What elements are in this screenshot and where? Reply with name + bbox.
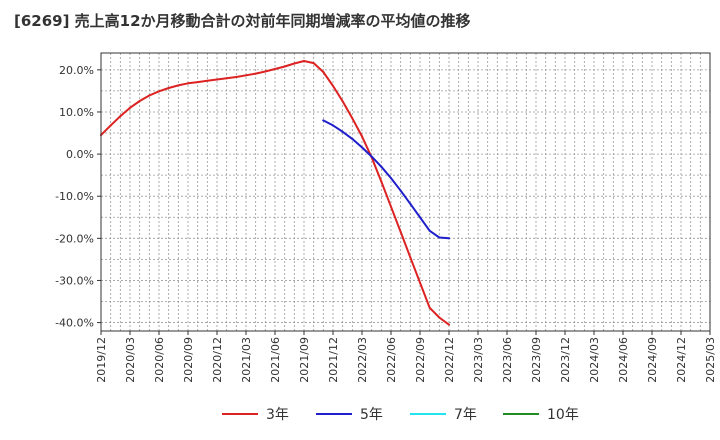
y-tick-label: -10.0%: [55, 190, 94, 203]
legend-item-0: 3年: [222, 407, 289, 423]
x-tick-label: 2023/06: [501, 337, 514, 383]
legend-label: 7年: [454, 407, 477, 423]
data-point: [332, 124, 334, 127]
x-tick-label: 2020/06: [153, 337, 166, 383]
series-line-1: [322, 119, 450, 240]
x-tick-label: 2022/06: [385, 337, 398, 383]
data-point: [187, 82, 189, 85]
data-point: [264, 70, 267, 73]
x-tick-label: 2019/12: [95, 337, 108, 383]
data-point: [390, 177, 392, 180]
data-point: [177, 84, 180, 87]
data-point: [225, 77, 228, 80]
legend-item-1: 5年: [316, 407, 383, 423]
x-tick-label: 2023/12: [559, 337, 572, 383]
legend-label: 3年: [266, 407, 289, 423]
data-point: [167, 86, 170, 89]
x-tick-label: 2021/12: [327, 337, 340, 383]
data-point: [274, 68, 276, 71]
plot-area-background: [101, 53, 710, 331]
data-point: [283, 65, 286, 68]
data-point: [448, 237, 450, 240]
data-point: [351, 137, 354, 140]
x-tick-label: 2022/03: [356, 337, 369, 383]
x-tick-label: 2024/09: [646, 337, 659, 383]
data-point: [361, 135, 363, 138]
x-tick-label: 2022/12: [443, 337, 456, 383]
data-point: [390, 205, 392, 208]
legend-label: 10年: [547, 407, 579, 423]
chart-title: [6269] 売上高12か月移動合計の対前年同期増減率の平均値の推移: [14, 12, 471, 30]
y-tick-label: 20.0%: [59, 64, 94, 77]
data-point: [206, 79, 209, 82]
data-point: [119, 115, 122, 118]
plot-area-border: [100, 52, 711, 332]
data-point: [448, 323, 450, 326]
data-point: [109, 124, 112, 127]
data-point: [428, 229, 431, 232]
data-point: [438, 236, 441, 239]
data-point: [138, 100, 141, 103]
data-point: [312, 62, 315, 65]
data-point: [322, 70, 325, 73]
data-point: [148, 94, 151, 97]
x-tick-label: 2020/09: [182, 337, 195, 383]
data-point: [351, 117, 354, 120]
data-point: [158, 90, 160, 93]
data-point: [399, 189, 402, 192]
y-tick-label: -40.0%: [55, 317, 94, 330]
legend-label: 5年: [360, 407, 383, 423]
data-point: [409, 256, 412, 259]
legend: 3年 5年 7年 10年: [222, 407, 579, 423]
data-point: [303, 60, 305, 63]
data-point: [380, 180, 383, 183]
legend-item-2: 7年: [410, 407, 477, 423]
x-tick-label: 2021/06: [269, 337, 282, 383]
legend-item-3: 10年: [503, 407, 579, 423]
data-point: [419, 281, 421, 284]
data-point: [235, 76, 238, 79]
data-point: [196, 81, 199, 84]
data-point: [428, 306, 431, 309]
x-tick-label: 2024/03: [588, 337, 601, 383]
data-point: [399, 231, 402, 234]
y-axis: 20.0% 10.0% 0.0% -10.0% -20.0% -30.0% -40.0%: [55, 64, 101, 330]
data-point: [322, 119, 325, 122]
x-axis: 2019/12 2020/03 2020/06 2020/09 2020/12 2021/…: [95, 331, 717, 383]
y-tick-label: 0.0%: [66, 148, 94, 161]
data-point: [419, 216, 421, 219]
data-point: [254, 72, 257, 75]
data-point: [341, 100, 344, 103]
data-point: [380, 165, 383, 168]
data-point: [216, 78, 218, 81]
y-tick-label: 10.0%: [59, 106, 94, 119]
data-point: [293, 62, 296, 65]
y-tick-label: -20.0%: [55, 232, 94, 245]
data-point: [245, 74, 247, 77]
x-tick-label: 2020/03: [124, 337, 137, 383]
x-tick-label: 2023/09: [530, 337, 543, 383]
x-tick-label: 2025/03: [704, 337, 717, 383]
data-point: [370, 155, 373, 158]
data-point: [361, 146, 363, 149]
x-tick-label: 2024/06: [617, 337, 630, 383]
data-point: [332, 84, 334, 87]
x-tick-label: 2021/03: [240, 337, 253, 383]
x-tick-label: 2022/09: [414, 337, 427, 383]
data-point: [129, 106, 131, 109]
data-point: [341, 130, 344, 133]
data-point: [438, 316, 441, 319]
y-tick-label: -30.0%: [55, 274, 94, 287]
x-tick-label: 2024/12: [675, 337, 688, 383]
data-point: [409, 202, 412, 205]
x-tick-label: 2020/12: [211, 337, 224, 383]
x-tick-label: 2023/03: [472, 337, 485, 383]
x-tick-label: 2021/09: [298, 337, 311, 383]
